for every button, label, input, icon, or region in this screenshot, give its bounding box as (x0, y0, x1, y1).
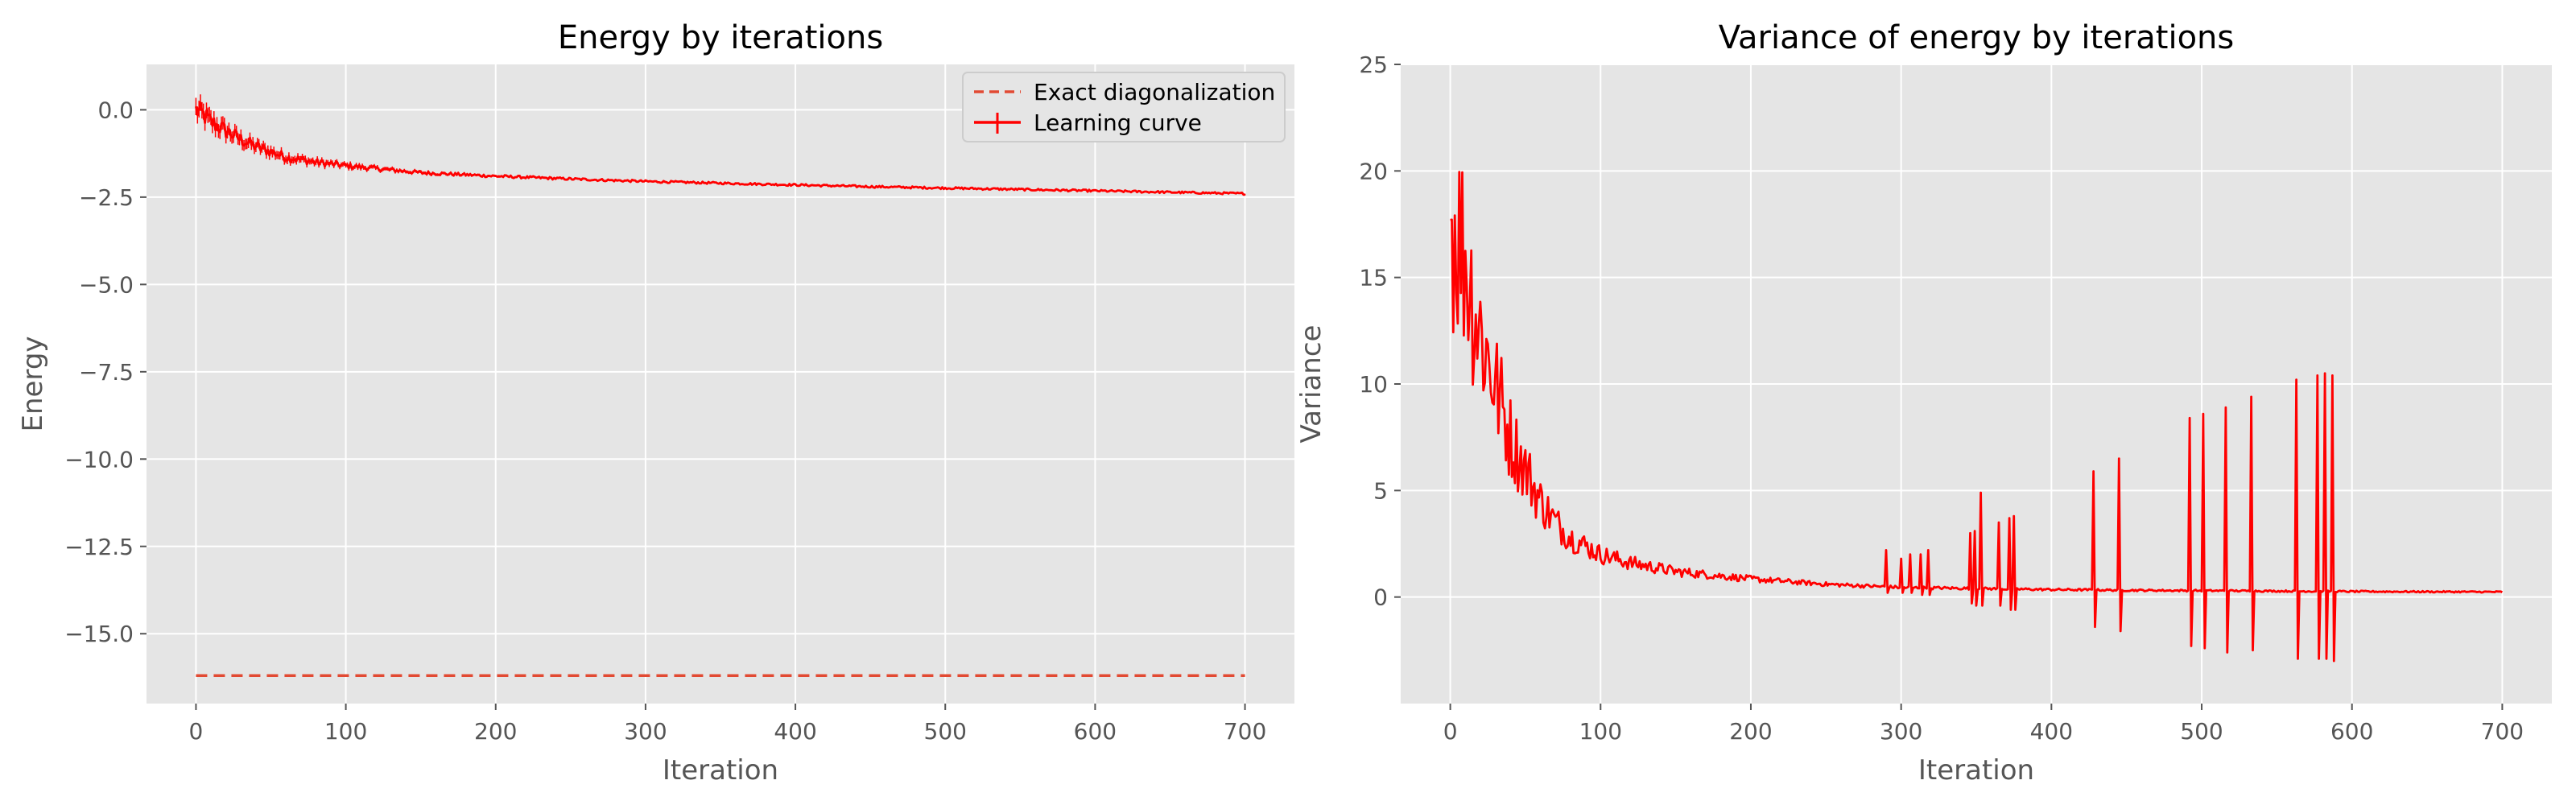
variance-chart-title: Variance of energy by iterations (1719, 19, 2234, 56)
y-tick-label: 5 (1373, 477, 1388, 504)
x-tick-label: 0 (1443, 718, 1458, 745)
variance-x-axis-label: Iteration (1918, 754, 2034, 786)
y-tick-label: −7.5 (79, 359, 134, 386)
x-tick-label: 500 (924, 718, 967, 745)
x-tick-label: 100 (324, 718, 367, 745)
y-tick-label: −10.0 (64, 446, 134, 473)
energy-legend: Exact diagonalization Learning curve (962, 72, 1286, 142)
legend-entry-exact: Exact diagonalization (1034, 79, 1275, 105)
y-tick-label: 0.0 (97, 97, 134, 123)
x-tick-label: 600 (1074, 718, 1117, 745)
legend-box (962, 72, 1286, 142)
x-tick-label: 0 (189, 718, 204, 745)
variance-series (1450, 171, 2503, 663)
y-tick-label: −12.5 (64, 534, 134, 560)
energy-ticks: 0 100 200 300 400 500 600 700 0.0 −2.5 −5.0 −7.5 −10… (64, 97, 1266, 745)
x-tick-label: 200 (1729, 718, 1772, 745)
energy-x-axis-label: Iteration (663, 754, 778, 786)
x-tick-label: 700 (1224, 718, 1266, 745)
y-tick-label: −5.0 (79, 271, 134, 298)
y-tick-label: 10 (1359, 371, 1388, 398)
variance-chart: 0 100 200 300 400 500 600 700 0 5 10 15 20 25 Varianc… (1295, 19, 2552, 786)
y-tick-label: 15 (1359, 265, 1388, 291)
y-tick-label: 20 (1359, 158, 1388, 184)
energy-gridlines (147, 64, 1294, 704)
variance-gridlines (1401, 64, 2552, 704)
series-learning-curve (195, 101, 1245, 196)
x-tick-label: 400 (774, 718, 816, 745)
energy-plot-area (147, 64, 1294, 704)
x-tick-label: 400 (2030, 718, 2073, 745)
legend-entry-learning: Learning curve (1034, 109, 1202, 136)
y-tick-label: −2.5 (79, 184, 134, 211)
energy-chart: 0 100 200 300 400 500 600 700 0.0 −2.5 −5.0 −7.5 −10… (17, 19, 1294, 786)
x-tick-label: 200 (474, 718, 517, 745)
variance-ticks: 0 100 200 300 400 500 600 700 0 5 10 15 20 25 (1359, 52, 2524, 745)
x-tick-label: 600 (2330, 718, 2373, 745)
energy-series (195, 94, 1246, 678)
y-tick-label: 0 (1373, 584, 1388, 611)
series-variance (1450, 171, 2503, 663)
variance-y-axis-label: Variance (1295, 325, 1327, 444)
x-tick-label: 300 (1880, 718, 1922, 745)
x-tick-label: 100 (1579, 718, 1622, 745)
y-tick-label: 25 (1359, 52, 1388, 78)
y-tick-label: −15.0 (64, 621, 134, 647)
x-tick-label: 300 (624, 718, 667, 745)
energy-chart-title: Energy by iterations (558, 19, 883, 56)
x-tick-label: 500 (2180, 718, 2223, 745)
x-tick-label: 700 (2481, 718, 2524, 745)
energy-y-axis-label: Energy (17, 336, 49, 431)
